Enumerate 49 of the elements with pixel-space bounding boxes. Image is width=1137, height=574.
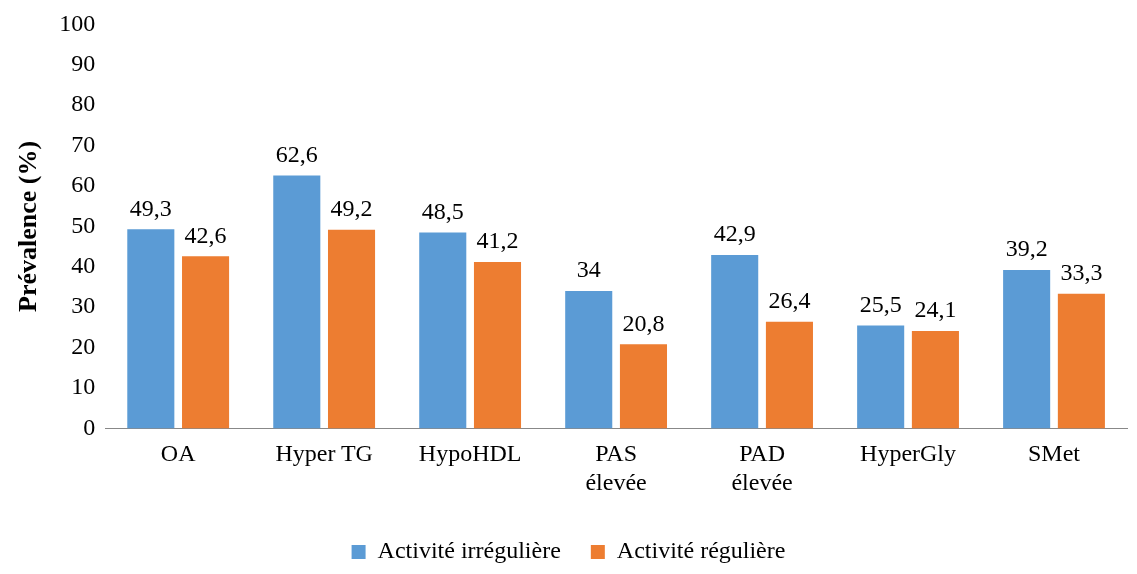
x-tick-label: HyperGly <box>860 440 957 467</box>
bar <box>565 291 613 429</box>
x-tick-label: PAS élevée <box>585 440 647 495</box>
data-label: 42,6 <box>184 221 227 248</box>
legend-label: Activité irrégulière <box>377 537 561 564</box>
bar <box>1003 270 1051 429</box>
bar <box>182 256 230 429</box>
bar <box>911 331 959 429</box>
y-axis-title: Prévalence (%) <box>13 140 43 312</box>
x-tick-label: PAD élevée <box>731 440 793 495</box>
data-label: 20,8 <box>622 309 665 336</box>
data-label: 49,2 <box>330 194 373 221</box>
data-label: 41,2 <box>476 227 519 254</box>
bar <box>273 175 321 429</box>
y-tick-label: 90 <box>71 50 96 77</box>
y-tick-label: 10 <box>71 373 96 400</box>
data-label: 62,6 <box>275 140 318 167</box>
y-tick-label: 50 <box>71 211 96 238</box>
bar <box>619 344 668 429</box>
bar <box>1057 293 1105 429</box>
x-tick-label: Hyper TG <box>275 440 373 467</box>
data-label: 33,3 <box>1060 259 1103 286</box>
bar <box>419 232 467 429</box>
y-tick-label: 80 <box>71 90 96 117</box>
bar <box>857 325 905 429</box>
data-label: 42,9 <box>713 220 756 247</box>
y-tick-label: 40 <box>71 252 96 279</box>
x-tick-label: SMet <box>1028 440 1081 467</box>
y-tick-label: 20 <box>71 332 96 359</box>
data-label: 34 <box>576 256 601 283</box>
bar <box>473 261 522 429</box>
y-tick-label: 0 <box>83 413 96 440</box>
bar <box>327 229 376 429</box>
y-tick-label: 60 <box>71 171 96 198</box>
data-label: 48,5 <box>421 197 464 224</box>
data-label: 25,5 <box>859 290 902 317</box>
y-tick-label: 30 <box>71 292 96 319</box>
bar <box>765 321 813 429</box>
data-label: 24,1 <box>914 296 957 323</box>
y-tick-label: 70 <box>71 130 96 157</box>
x-tick-label: HypoHDL <box>418 440 522 467</box>
data-label: 39,2 <box>1005 235 1048 262</box>
data-label: 26,4 <box>768 287 811 314</box>
bar <box>127 229 175 429</box>
x-tick-label: OA <box>160 440 197 467</box>
y-tick-label: 100 <box>59 9 96 36</box>
data-label: 49,3 <box>129 194 172 221</box>
bar <box>711 255 759 429</box>
legend-label: Activité régulière <box>616 537 786 564</box>
